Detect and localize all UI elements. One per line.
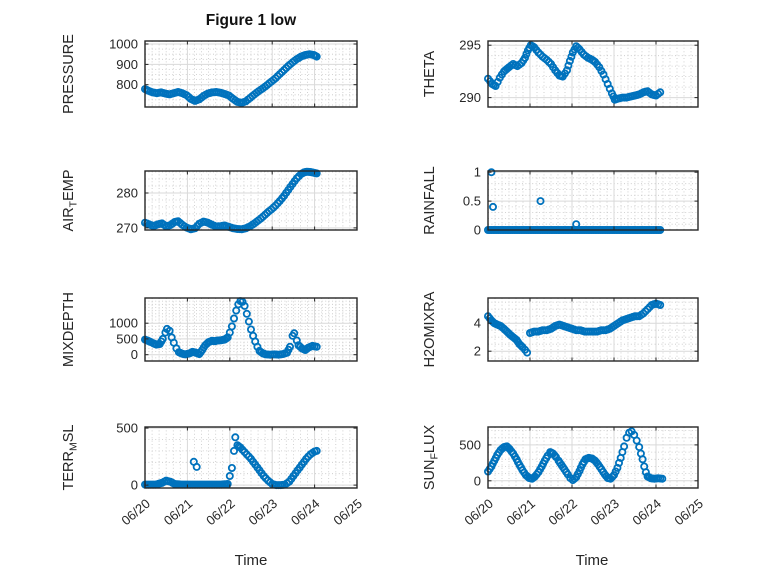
y-tick-label: 0.5 (463, 194, 481, 209)
y-axis-label: TERRMSL (61, 425, 80, 491)
axes-border (487, 170, 699, 231)
tick-marks (487, 427, 699, 488)
axes-border (144, 170, 358, 231)
series-markers (140, 167, 321, 234)
y-tick-label: 2 (474, 344, 481, 359)
y-axis-label: H2OMIXRA (422, 291, 438, 367)
x-tick-label: 06/23 (587, 496, 622, 528)
series-markers (526, 299, 665, 337)
major-grid (488, 41, 698, 107)
y-tick-label: 900 (116, 57, 138, 72)
y-tick-label: 0 (474, 473, 481, 488)
x-tick-label: 06/25 (671, 496, 706, 528)
tick-marks (487, 298, 699, 361)
subplot-sun-flux: 0 500 SUNFLUX 06/20 06/21 06/22 06/23 06/24 06/2… (422, 425, 706, 529)
x-tick-label: 06/20 (461, 496, 496, 528)
subplot-terr-msl: 0 500 TERRMSL 06/20 06/21 06/22 06/23 06/24 06/2… (61, 421, 365, 529)
subplot-rainfall: 0 0.5 1 RAINFALL (422, 165, 699, 238)
y-tick-label: 270 (116, 220, 138, 235)
x-tick-label: 06/23 (246, 496, 281, 528)
y-tick-label: 800 (116, 77, 138, 92)
minor-grid (145, 171, 357, 230)
x-tick-label: 06/22 (545, 496, 580, 528)
subplot-theta: 290 295 THETA (422, 38, 699, 108)
y-tick-label: 500 (459, 437, 481, 452)
series-markers (483, 41, 665, 104)
series-markers (140, 50, 321, 107)
major-grid (488, 171, 698, 230)
tick-marks (487, 171, 699, 231)
y-axis-label: AIRTEMP (61, 169, 80, 231)
tick-marks (144, 171, 358, 230)
tick-marks (144, 427, 358, 488)
subplot-pressure: 800 900 1000 PRESSURE (61, 34, 358, 114)
x-tick-label: 06/25 (330, 496, 365, 528)
subplot-air-temp: 270 280 AIRTEMP (61, 167, 358, 235)
y-axis-label: SUNFLUX (422, 425, 441, 491)
y-axis-label: PRESSURE (61, 34, 77, 114)
x-axis-title-right: Time (575, 552, 609, 569)
tick-marks (144, 298, 358, 361)
y-tick-label: 0 (131, 478, 138, 493)
x-tick-label: 06/21 (503, 496, 538, 528)
axes-border (487, 297, 699, 362)
series-markers (140, 297, 321, 359)
x-tick-label: 06/20 (118, 496, 153, 528)
series-markers (483, 427, 667, 485)
axes-border (144, 297, 358, 362)
x-tick-label: 06/21 (161, 496, 196, 528)
subplot-h2omixra: 2 4 H2OMIXRA (422, 291, 699, 367)
axes-border (487, 40, 699, 108)
tick-marks (487, 41, 699, 107)
axes-border (144, 40, 358, 108)
y-tick-label: 1000 (109, 316, 138, 331)
x-tick-label: 06/24 (629, 496, 664, 528)
y-tick-label: 290 (459, 90, 481, 105)
y-tick-label: 280 (116, 186, 138, 201)
series-markers (189, 457, 201, 471)
axes-border (144, 426, 358, 489)
minor-grid (488, 171, 698, 230)
y-axis-label: THETA (422, 50, 438, 97)
y-axis-label: RAINFALL (422, 166, 438, 235)
series-markers (483, 312, 532, 357)
y-tick-label: 1 (474, 165, 481, 180)
x-tick-label: 06/22 (203, 496, 238, 528)
tick-marks (144, 41, 358, 107)
y-tick-label: 295 (459, 38, 481, 53)
x-axis-title-left: Time (234, 552, 268, 569)
axes-border (487, 426, 699, 489)
y-tick-label: 0 (131, 347, 138, 362)
y-tick-label: 4 (474, 316, 481, 331)
y-tick-label: 500 (116, 421, 138, 436)
figure-title: Figure 1 low (205, 12, 297, 29)
y-axis-label: MIXDEPTH (61, 292, 77, 367)
y-tick-label: 0 (474, 223, 481, 238)
x-tick-label: 06/24 (288, 496, 323, 528)
y-tick-label: 1000 (109, 37, 138, 52)
y-tick-label: 500 (116, 331, 138, 346)
